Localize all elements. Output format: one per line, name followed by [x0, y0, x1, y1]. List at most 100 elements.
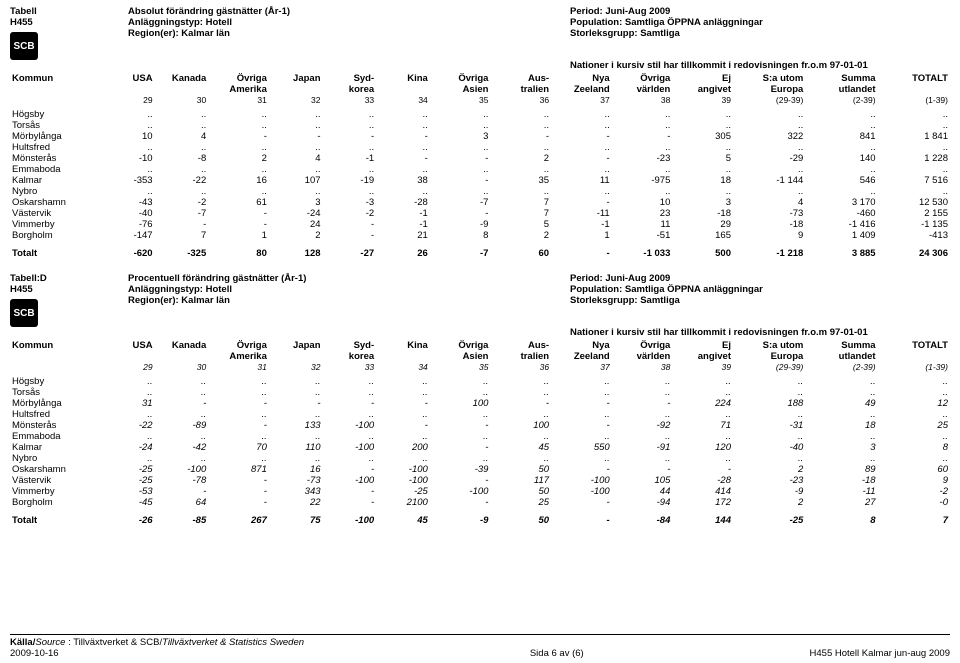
- cell: ..: [733, 387, 805, 398]
- data-table: KommunUSAKanadaÖvrigaJapanSyd-KinaÖvriga…: [10, 340, 950, 526]
- cell: 10: [101, 131, 155, 142]
- cell: -76: [101, 219, 155, 230]
- cell: -100: [551, 475, 612, 486]
- cell: -: [430, 208, 491, 219]
- cell: ..: [155, 376, 209, 387]
- size-group: Storleksgrupp: Samtliga: [570, 28, 950, 60]
- cell: ..: [733, 120, 805, 131]
- cell: 841: [805, 131, 877, 142]
- cell: ..: [155, 142, 209, 153]
- table-row: Emmaboda............................: [10, 164, 950, 175]
- cell: -25: [101, 464, 155, 475]
- col-subheader: [10, 84, 101, 95]
- cell: 21: [376, 230, 430, 241]
- col-subheader: [155, 351, 209, 362]
- cell: -: [430, 420, 491, 431]
- cell: -92: [612, 420, 673, 431]
- cell: 4: [733, 197, 805, 208]
- table-row: Kalmar-353-2216107-1938-3511-97518-1 144…: [10, 175, 950, 186]
- col-subheader: Europa: [733, 351, 805, 362]
- cell: -: [430, 497, 491, 508]
- population: Population: Samtliga ÖPPNA anläggningar: [570, 284, 950, 295]
- cell: -: [430, 153, 491, 164]
- cell: 12 530: [878, 197, 950, 208]
- cell: ..: [490, 387, 551, 398]
- cell: 24: [269, 219, 323, 230]
- cell: -: [208, 398, 269, 409]
- col-subheader: Amerika: [208, 351, 269, 362]
- col-subheader: korea: [323, 84, 377, 95]
- cell: 3: [805, 442, 877, 453]
- cell: -23: [612, 153, 673, 164]
- table-row: Västervik-25-78--73-100-100-117-100105-2…: [10, 475, 950, 486]
- cell: ..: [878, 164, 950, 175]
- cell: -28: [672, 475, 733, 486]
- cell: 44: [612, 486, 673, 497]
- cell: 2: [733, 464, 805, 475]
- cell: ..: [672, 409, 733, 420]
- cell: ..: [430, 376, 491, 387]
- cell: ..: [101, 109, 155, 120]
- page: Tabell Absolut förändring gästnätter (År…: [0, 0, 960, 663]
- cell: 3: [430, 131, 491, 142]
- cell: ..: [269, 109, 323, 120]
- cell: ..: [430, 164, 491, 175]
- cell: 2: [733, 497, 805, 508]
- cell: ..: [551, 109, 612, 120]
- cell: 38: [376, 175, 430, 186]
- cell: -3: [323, 197, 377, 208]
- cell: 8: [878, 442, 950, 453]
- page-footer: Källa/Source : Tillväxtverket & SCB/Till…: [10, 634, 950, 659]
- cell: 18: [672, 175, 733, 186]
- col-header: Ej: [672, 73, 733, 84]
- cell: 45: [490, 442, 551, 453]
- cell: -100: [323, 442, 377, 453]
- col-code: (2-39): [805, 362, 877, 372]
- cell: ..: [490, 376, 551, 387]
- col-header: Aus-: [490, 73, 551, 84]
- cell: 5: [672, 153, 733, 164]
- cell: 27: [805, 497, 877, 508]
- col-code: 31: [208, 362, 269, 372]
- col-subheader: utlandet: [805, 84, 877, 95]
- cell: -0: [878, 497, 950, 508]
- cell: ..: [269, 431, 323, 442]
- row-name: Borgholm: [10, 497, 101, 508]
- col-subheader: tralien: [490, 84, 551, 95]
- cell: ..: [376, 142, 430, 153]
- cell: -: [323, 230, 377, 241]
- cell: ..: [551, 431, 612, 442]
- col-code: 38: [612, 95, 673, 105]
- cell: -53: [101, 486, 155, 497]
- cell: -24: [101, 442, 155, 453]
- cell: ..: [430, 186, 491, 197]
- row-name: Mörbylånga: [10, 398, 101, 409]
- col-subheader: [376, 84, 430, 95]
- cell: -: [323, 219, 377, 230]
- col-code: (1-39): [878, 95, 950, 105]
- cell: -100: [551, 486, 612, 497]
- cell: ..: [733, 186, 805, 197]
- table-row: Hultsfred............................: [10, 142, 950, 153]
- col-code: 31: [208, 95, 269, 105]
- cell: 31: [101, 398, 155, 409]
- cell: -29: [733, 153, 805, 164]
- cell: ..: [551, 186, 612, 197]
- cell: -42: [155, 442, 209, 453]
- scb-logo: SCB: [10, 32, 38, 60]
- table-row: Borgholm-147712-21821-5116591 409-413: [10, 230, 950, 241]
- cell: -25: [376, 486, 430, 497]
- row-name: Nybro: [10, 186, 101, 197]
- cell: 61: [208, 197, 269, 208]
- cell: 11: [551, 175, 612, 186]
- cell: 2: [490, 230, 551, 241]
- cell: ..: [269, 142, 323, 153]
- cell: ..: [551, 142, 612, 153]
- cell: ..: [155, 109, 209, 120]
- cell: ..: [612, 431, 673, 442]
- cell: ..: [323, 109, 377, 120]
- cell: ..: [376, 164, 430, 175]
- cell: ..: [208, 142, 269, 153]
- cell: 71: [672, 420, 733, 431]
- cell: -: [376, 153, 430, 164]
